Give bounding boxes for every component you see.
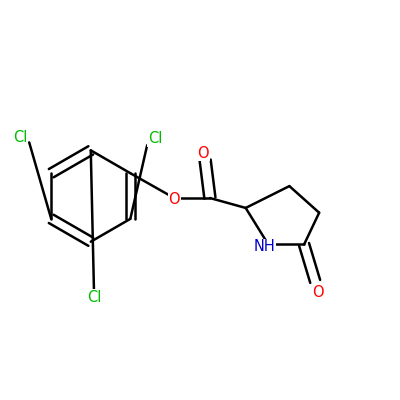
Text: O: O (197, 146, 209, 161)
Text: O: O (168, 192, 180, 208)
Text: Cl: Cl (13, 130, 28, 145)
Text: Cl: Cl (148, 131, 162, 146)
Text: O: O (312, 285, 324, 300)
Text: NH: NH (254, 239, 275, 254)
Text: Cl: Cl (87, 290, 101, 305)
